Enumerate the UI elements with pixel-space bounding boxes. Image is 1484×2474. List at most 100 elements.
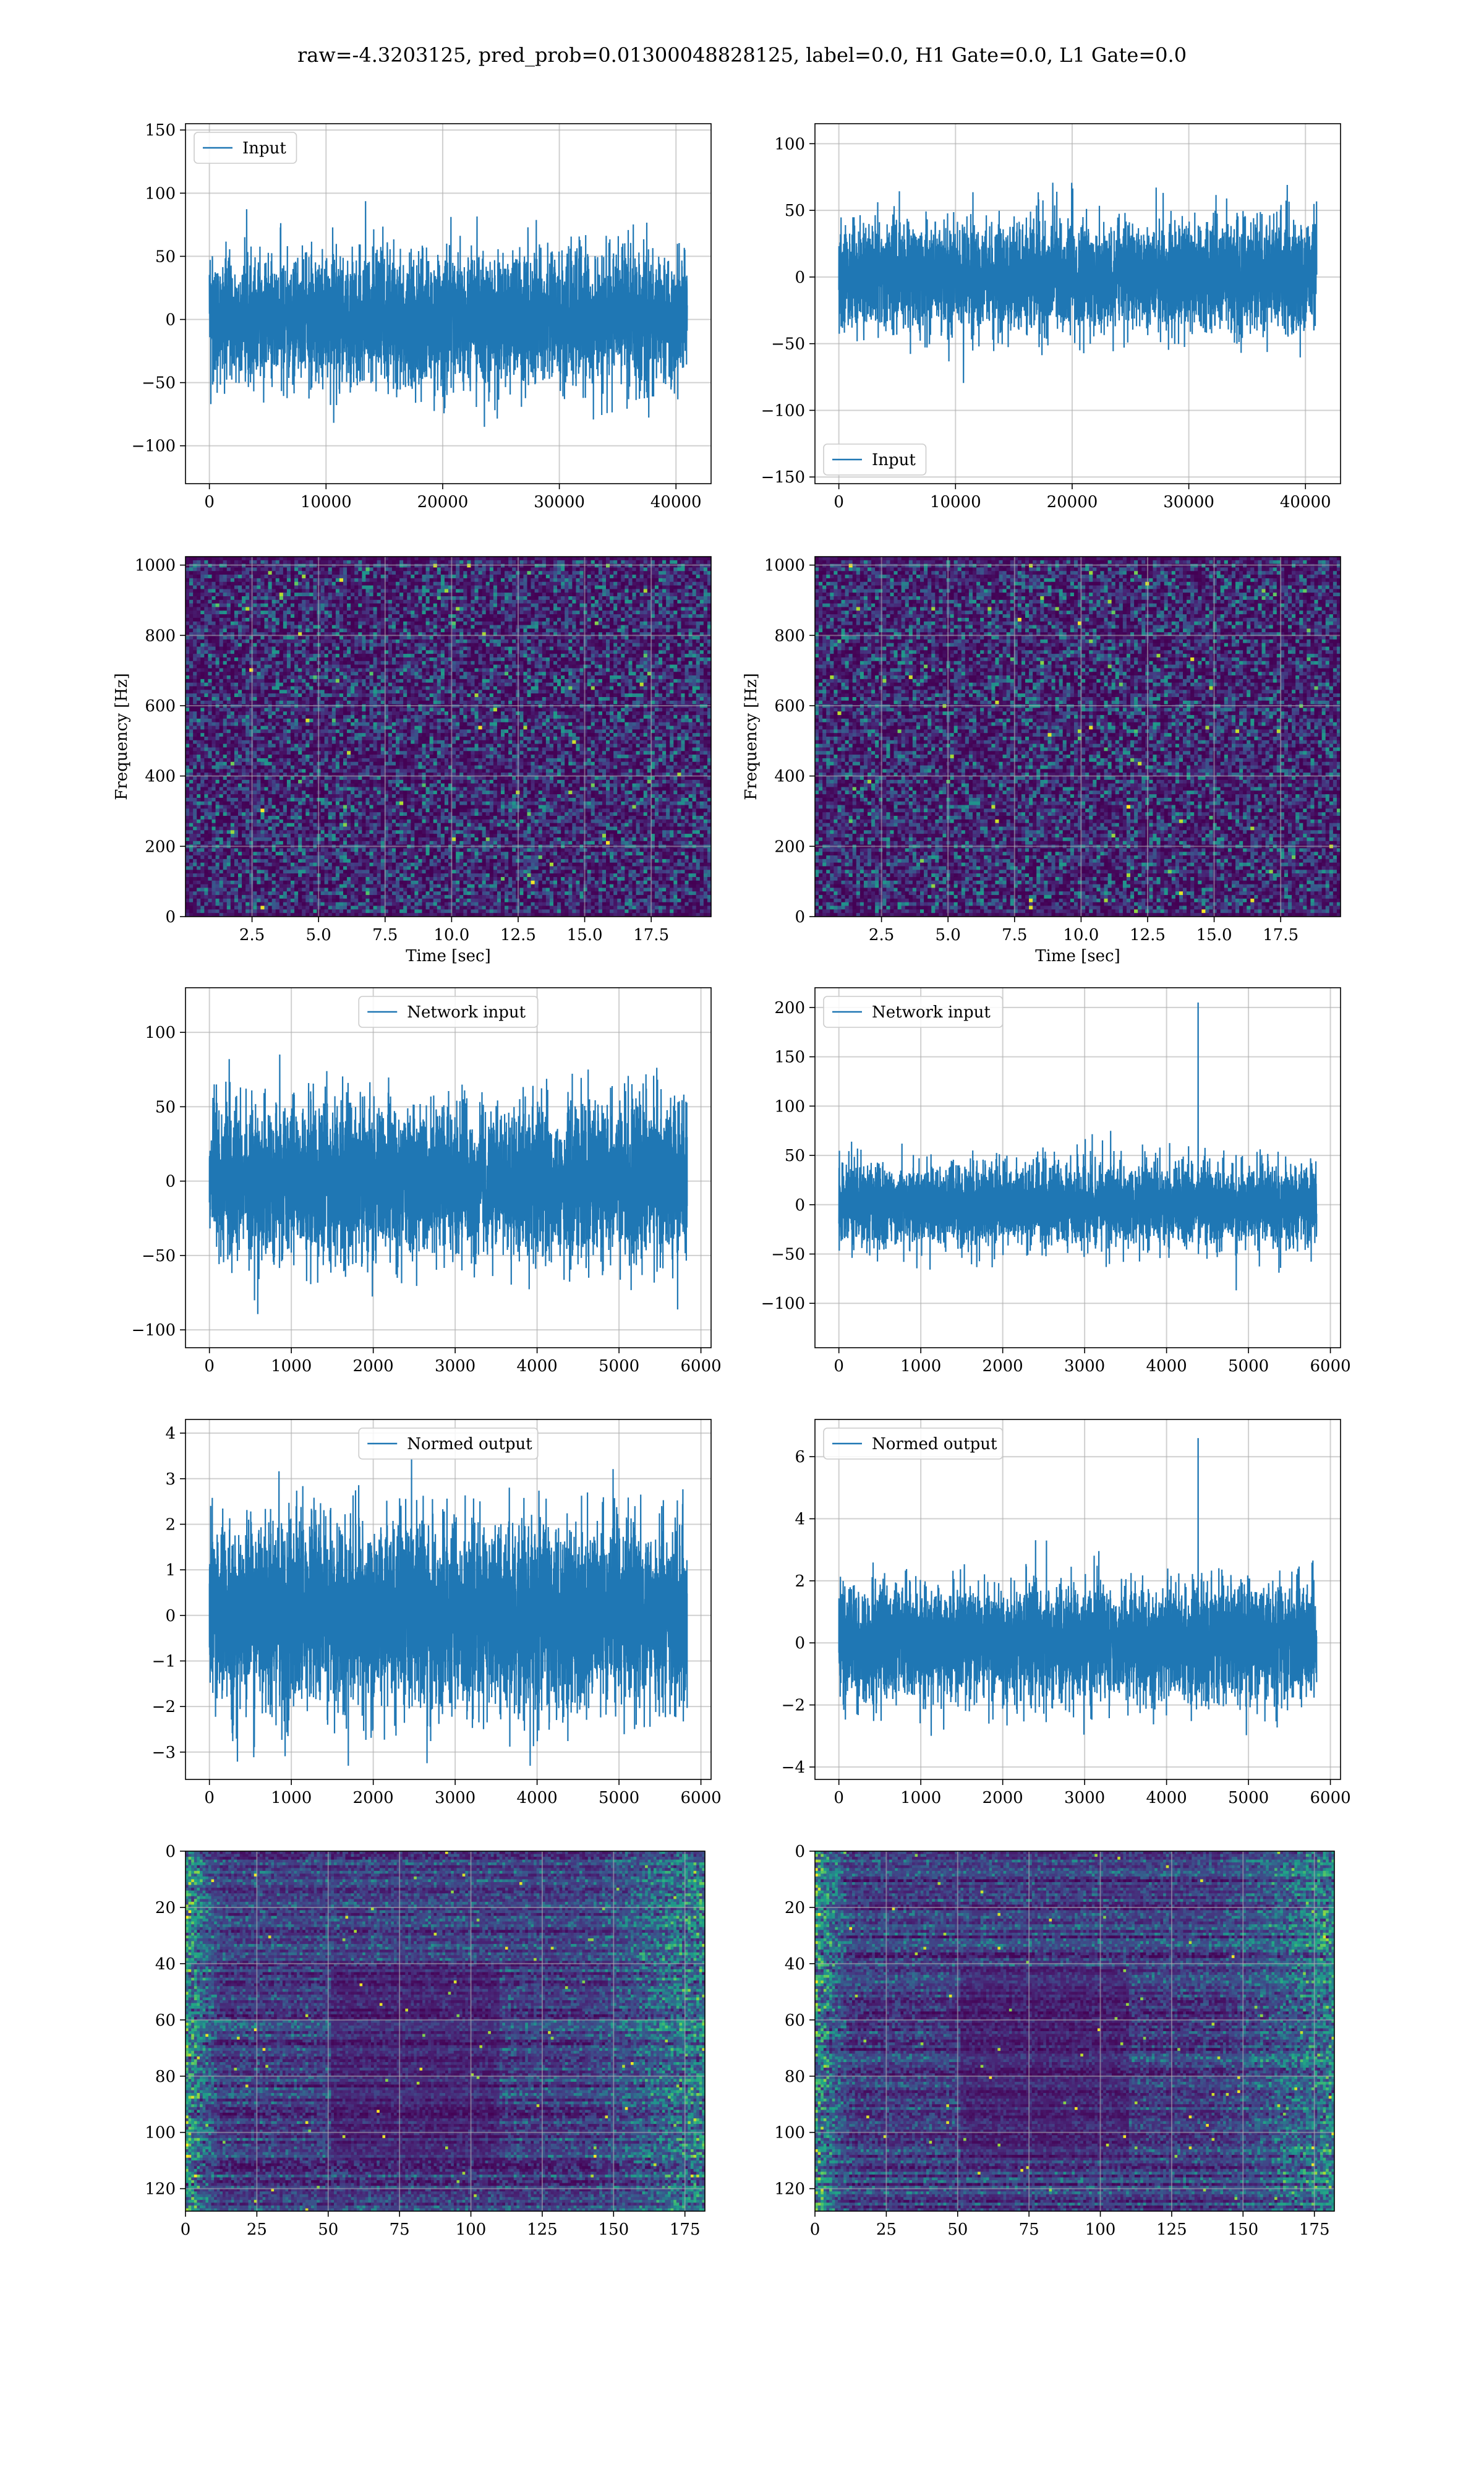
y-tick-label: 20 bbox=[155, 1899, 176, 1917]
x-tick-label: 100 bbox=[1085, 2220, 1116, 2239]
x-tick-label: 2000 bbox=[353, 1357, 394, 1376]
y-tick-label: 0 bbox=[165, 1843, 176, 1861]
x-tick-label: 0 bbox=[204, 1357, 215, 1376]
y-tick-label: −2 bbox=[152, 1698, 176, 1716]
x-tick-label: 25 bbox=[247, 2220, 267, 2239]
y-tick-label: −100 bbox=[761, 401, 805, 420]
x-tick-label: 1000 bbox=[271, 1357, 312, 1376]
x-tick-label: 10.0 bbox=[433, 926, 469, 944]
y-tick-label: 80 bbox=[155, 2068, 176, 2086]
y-tick-label: 100 bbox=[774, 135, 805, 153]
y-tick-label: 150 bbox=[145, 121, 176, 140]
axes-spectrogram-h1: 2.5 5.0 7.5 10.0 12.5 15.0 17.5020040060080010… bbox=[113, 557, 712, 965]
x-tick-label: 2.5 bbox=[239, 926, 265, 944]
x-tick-label: 125 bbox=[1156, 2220, 1187, 2239]
y-tick-label: −100 bbox=[132, 1321, 176, 1340]
y-tick-label: 50 bbox=[785, 202, 805, 220]
x-tick-label: 6000 bbox=[1310, 1357, 1350, 1376]
x-tick-label: 0 bbox=[204, 1789, 215, 1807]
x-tick-label: 175 bbox=[670, 2220, 701, 2239]
y-tick-label: −1 bbox=[152, 1652, 176, 1671]
y-tick-label: 0 bbox=[795, 268, 805, 287]
y-tick-label: 100 bbox=[774, 2124, 805, 2142]
y-tick-label: 800 bbox=[774, 627, 805, 645]
y-axis-label: Frequency [Hz] bbox=[113, 673, 131, 800]
legend-label: Input bbox=[242, 139, 286, 158]
axes-spectrogram-l1: 2.5 5.0 7.5 10.0 12.5 15.0 17.5020040060080010… bbox=[742, 557, 1341, 965]
x-tick-label: 2000 bbox=[983, 1789, 1023, 1807]
y-tick-label: −3 bbox=[152, 1744, 176, 1762]
x-tick-label: 6000 bbox=[680, 1789, 721, 1807]
axes-container: 0 10000 20000 30000 40000−100−50050100150Inp… bbox=[113, 121, 1351, 2239]
y-tick-label: 150 bbox=[774, 1048, 805, 1067]
x-tick-label: 0 bbox=[181, 2220, 191, 2239]
x-tick-label: 4000 bbox=[517, 1789, 558, 1807]
x-tick-label: 6000 bbox=[680, 1357, 721, 1376]
x-tick-label: 0 bbox=[204, 493, 215, 511]
x-tick-label: 2000 bbox=[353, 1789, 394, 1807]
y-tick-label: 120 bbox=[145, 2180, 176, 2199]
y-tick-label: −100 bbox=[761, 1295, 805, 1313]
y-tick-label: −50 bbox=[142, 374, 176, 393]
x-tick-label: 7.5 bbox=[1002, 926, 1027, 944]
y-tick-label: 0 bbox=[165, 311, 176, 330]
y-tick-label: 400 bbox=[774, 768, 805, 786]
y-tick-label: 200 bbox=[145, 837, 176, 856]
y-tick-label: 40 bbox=[155, 1955, 176, 1974]
x-tick-label: 5.0 bbox=[936, 926, 961, 944]
legend-label: Normed output bbox=[407, 1435, 532, 1453]
y-tick-label: 120 bbox=[774, 2180, 805, 2199]
x-tick-label: 50 bbox=[947, 2220, 968, 2239]
x-tick-label: 125 bbox=[527, 2220, 558, 2239]
y-tick-label: 100 bbox=[145, 2124, 176, 2142]
y-tick-label: 50 bbox=[785, 1147, 805, 1165]
x-tick-label: 75 bbox=[1019, 2220, 1039, 2239]
y-tick-label: 1000 bbox=[764, 557, 805, 575]
x-tick-label: 5000 bbox=[599, 1789, 639, 1807]
y-tick-label: −4 bbox=[782, 1758, 805, 1777]
x-tick-label: 30000 bbox=[534, 493, 585, 511]
legend-label: Normed output bbox=[872, 1435, 997, 1453]
x-tick-label: 4000 bbox=[1146, 1789, 1187, 1807]
x-tick-label: 30000 bbox=[1163, 493, 1214, 511]
axes-normed-output-l1: 0 1000 2000 3000 4000 5000 6000−4−20246Normed … bbox=[782, 1419, 1351, 1807]
y-tick-label: 6 bbox=[795, 1448, 805, 1466]
y-tick-label: 2 bbox=[795, 1572, 805, 1591]
y-tick-label: 3 bbox=[165, 1470, 176, 1489]
y-tick-label: 800 bbox=[145, 627, 176, 645]
y-tick-label: 40 bbox=[785, 1955, 805, 1974]
y-tick-label: 600 bbox=[774, 697, 805, 716]
legend: Normed output bbox=[824, 1428, 1003, 1459]
legend: Input bbox=[824, 444, 926, 475]
x-tick-label: 175 bbox=[1299, 2220, 1330, 2239]
series-line bbox=[839, 182, 1317, 383]
y-tick-label: 0 bbox=[165, 908, 176, 927]
axes-input-h1: 0 10000 20000 30000 40000−100−50050100150Inp… bbox=[132, 121, 711, 511]
y-tick-label: −50 bbox=[142, 1247, 176, 1265]
y-tick-label: 60 bbox=[155, 2011, 176, 2030]
y-tick-label: 0 bbox=[795, 908, 805, 927]
x-tick-label: 1000 bbox=[900, 1789, 941, 1807]
x-tick-label: 2.5 bbox=[869, 926, 894, 944]
series-line bbox=[839, 1438, 1317, 1736]
x-tick-label: 3000 bbox=[435, 1789, 475, 1807]
x-tick-label: 100 bbox=[456, 2220, 487, 2239]
x-tick-label: 0 bbox=[834, 1789, 844, 1807]
series-line bbox=[210, 1055, 688, 1314]
y-tick-label: 0 bbox=[795, 1634, 805, 1653]
y-tick-label: 50 bbox=[155, 247, 176, 266]
legend-label: Network input bbox=[872, 1003, 991, 1022]
y-tick-label: 80 bbox=[785, 2068, 805, 2086]
x-tick-label: 1000 bbox=[900, 1357, 941, 1376]
y-tick-label: −2 bbox=[782, 1697, 805, 1715]
x-tick-label: 4000 bbox=[1146, 1357, 1187, 1376]
y-axis-label: Frequency [Hz] bbox=[742, 673, 761, 800]
axes-network-input-h1: 0 1000 2000 3000 4000 5000 6000−100−50050100Ne… bbox=[132, 988, 722, 1376]
x-tick-label: 5000 bbox=[1228, 1789, 1269, 1807]
axes-input-l1: 0 10000 20000 30000 40000−150−100−50050100In… bbox=[761, 124, 1341, 511]
x-tick-label: 75 bbox=[390, 2220, 410, 2239]
x-tick-label: 6000 bbox=[1310, 1789, 1350, 1807]
x-tick-label: 20000 bbox=[1047, 493, 1098, 511]
y-tick-label: 0 bbox=[795, 1196, 805, 1215]
x-tick-label: 0 bbox=[834, 493, 844, 511]
